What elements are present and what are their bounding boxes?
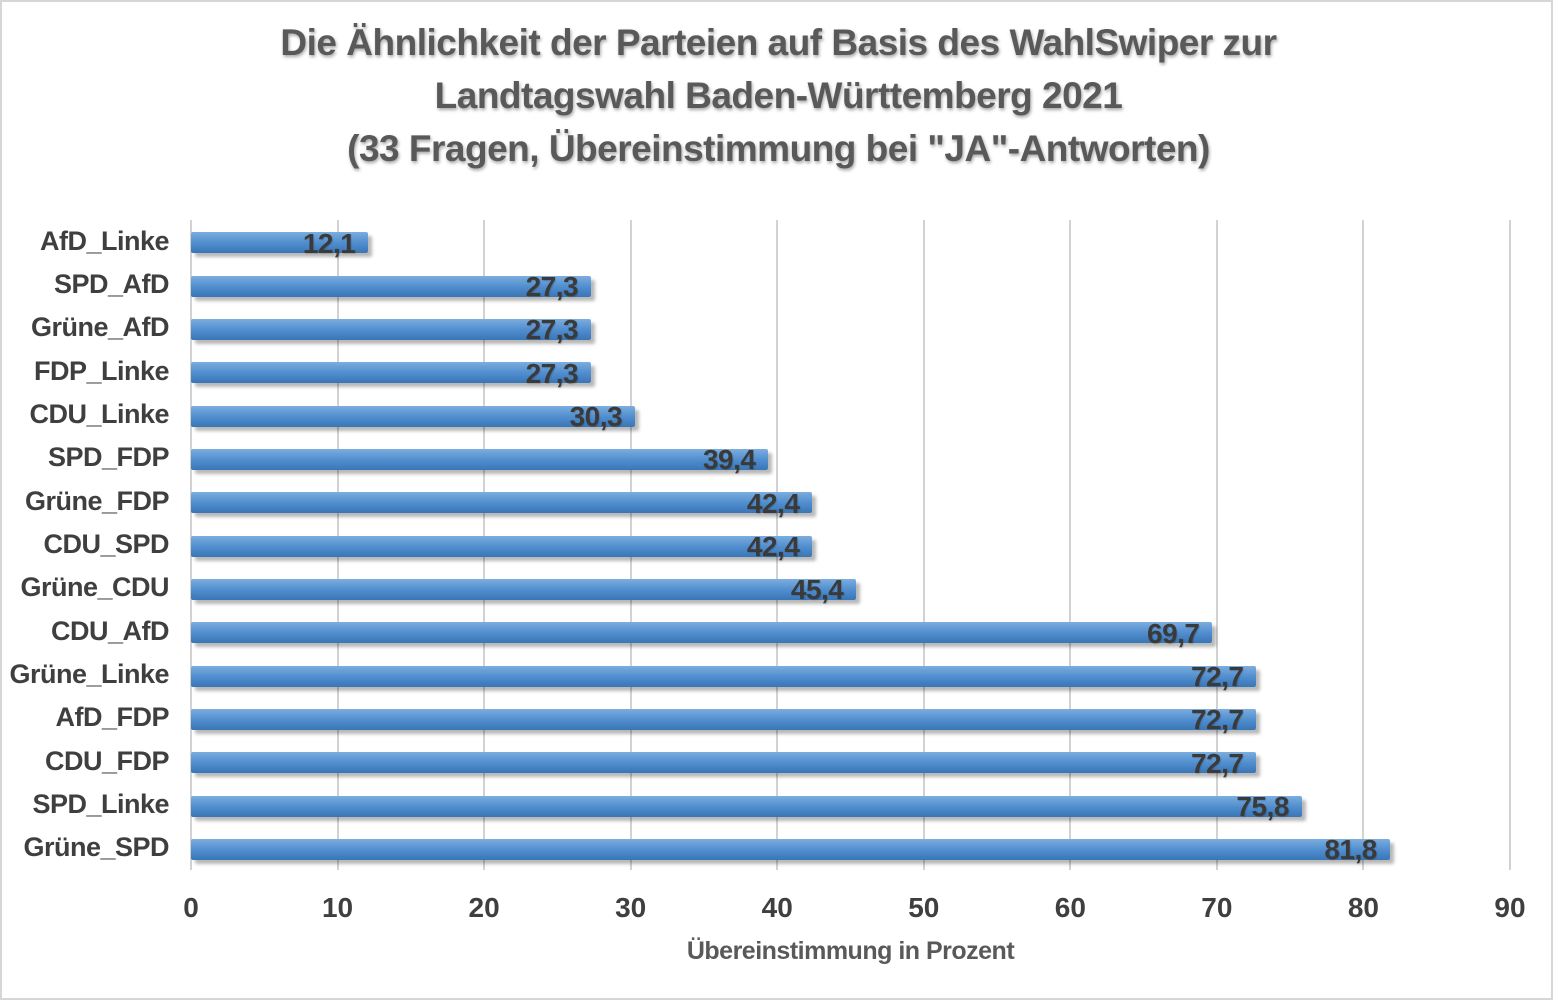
bar-CDU_Linke	[191, 405, 636, 427]
bar-SPD_AfD	[191, 275, 592, 297]
x-tick-label: 70	[1201, 892, 1233, 923]
chart-title-line3: (33 Fragen, Übereinstimmung bei "JA"-Ant…	[347, 128, 1210, 169]
value-label-Grüne_SPD: 81,8	[1324, 834, 1377, 866]
x-tick-label: 30	[615, 892, 647, 923]
category-label-CDU_AfD: CDU_AfD	[51, 615, 170, 646]
category-label-Grüne_SPD: Grüne_SPD	[23, 832, 169, 863]
x-tick-label: 60	[1054, 892, 1086, 923]
value-label-AfD_FDP: 72,7	[1190, 704, 1244, 736]
value-label-SPD_AfD: 27,3	[525, 271, 579, 302]
gridline-x70	[1215, 220, 1218, 870]
x-tick-label: 20	[468, 892, 500, 923]
bar-Grüne_AfD	[191, 318, 592, 340]
x-axis-title: Übereinstimmung in Prozent	[686, 937, 1015, 965]
bar-AfD_Linke	[191, 232, 369, 254]
bar-Grüne_Linke	[191, 665, 1257, 687]
value-label-CDU_Linke: 30,3	[569, 401, 623, 432]
chart-title-line2: Landtagswahl Baden-Württemberg 2021	[434, 75, 1123, 116]
value-label-SPD_FDP: 39,4	[702, 444, 756, 476]
category-label-Grüne_Linke: Grüne_Linke	[9, 659, 169, 689]
bar-FDP_Linke	[191, 362, 592, 384]
value-label-CDU_FDP: 72,7	[1190, 747, 1244, 779]
value-label-Grüne_FDP: 42,4	[746, 487, 800, 519]
bar-CDU_SPD	[191, 535, 813, 557]
gridline-x50	[922, 220, 925, 870]
category-label-Grüne_CDU: Grüne_CDU	[20, 572, 169, 603]
category-label-SPD_Linke: SPD_Linke	[32, 789, 169, 819]
x-tick-label: 10	[321, 892, 354, 923]
gridline-x60	[1069, 220, 1072, 870]
bar-Grüne_SPD	[191, 838, 1390, 860]
category-label-AfD_Linke: AfD_Linke	[39, 225, 170, 256]
value-label-CDU_SPD: 42,4	[746, 531, 800, 562]
value-label-Grüne_AfD: 27,3	[525, 314, 579, 346]
category-label-AfD_FDP: AfD_FDP	[55, 702, 169, 733]
x-tick-label: 80	[1347, 892, 1380, 923]
bar-AfD_FDP	[191, 708, 1257, 730]
category-label-Grüne_AfD: Grüne_AfD	[30, 312, 170, 343]
category-label-CDU_Linke: CDU_Linke	[29, 399, 169, 429]
category-label-FDP_Linke: FDP_Linke	[33, 355, 170, 386]
category-label-Grüne_FDP: Grüne_FDP	[24, 485, 170, 516]
bar-SPD_Linke	[191, 795, 1302, 817]
gridline-x90	[1509, 220, 1511, 870]
category-label-SPD_AfD: SPD_AfD	[53, 269, 170, 299]
x-tick-label: 0	[183, 892, 199, 923]
value-label-SPD_Linke: 75,8	[1236, 791, 1289, 822]
bar-CDU_FDP	[191, 752, 1257, 774]
chart-title: Die Ähnlichkeit der Parteien auf Basis d…	[2, 16, 1553, 175]
gridline-x80	[1362, 220, 1365, 870]
bar-SPD_FDP	[191, 448, 769, 470]
bar-CDU_AfD	[191, 622, 1213, 644]
value-label-AfD_Linke: 12,1	[302, 227, 356, 259]
x-tick-label: 40	[761, 892, 793, 923]
bar-Grüne_FDP	[191, 492, 813, 514]
category-label-SPD_FDP: SPD_FDP	[47, 442, 170, 473]
value-label-Grüne_CDU: 45,4	[790, 574, 844, 606]
x-tick-label: 50	[908, 892, 940, 923]
value-label-CDU_AfD: 69,7	[1147, 617, 1200, 649]
value-label-Grüne_Linke: 72,7	[1190, 661, 1244, 692]
chart-title-line1: Die Ähnlichkeit der Parteien auf Basis d…	[280, 22, 1277, 63]
x-tick-label: 90	[1494, 892, 1526, 923]
value-label-FDP_Linke: 27,3	[525, 357, 579, 389]
bar-Grüne_CDU	[191, 578, 857, 600]
category-label-CDU_FDP: CDU_FDP	[44, 745, 170, 776]
category-label-CDU_SPD: CDU_SPD	[43, 529, 169, 559]
